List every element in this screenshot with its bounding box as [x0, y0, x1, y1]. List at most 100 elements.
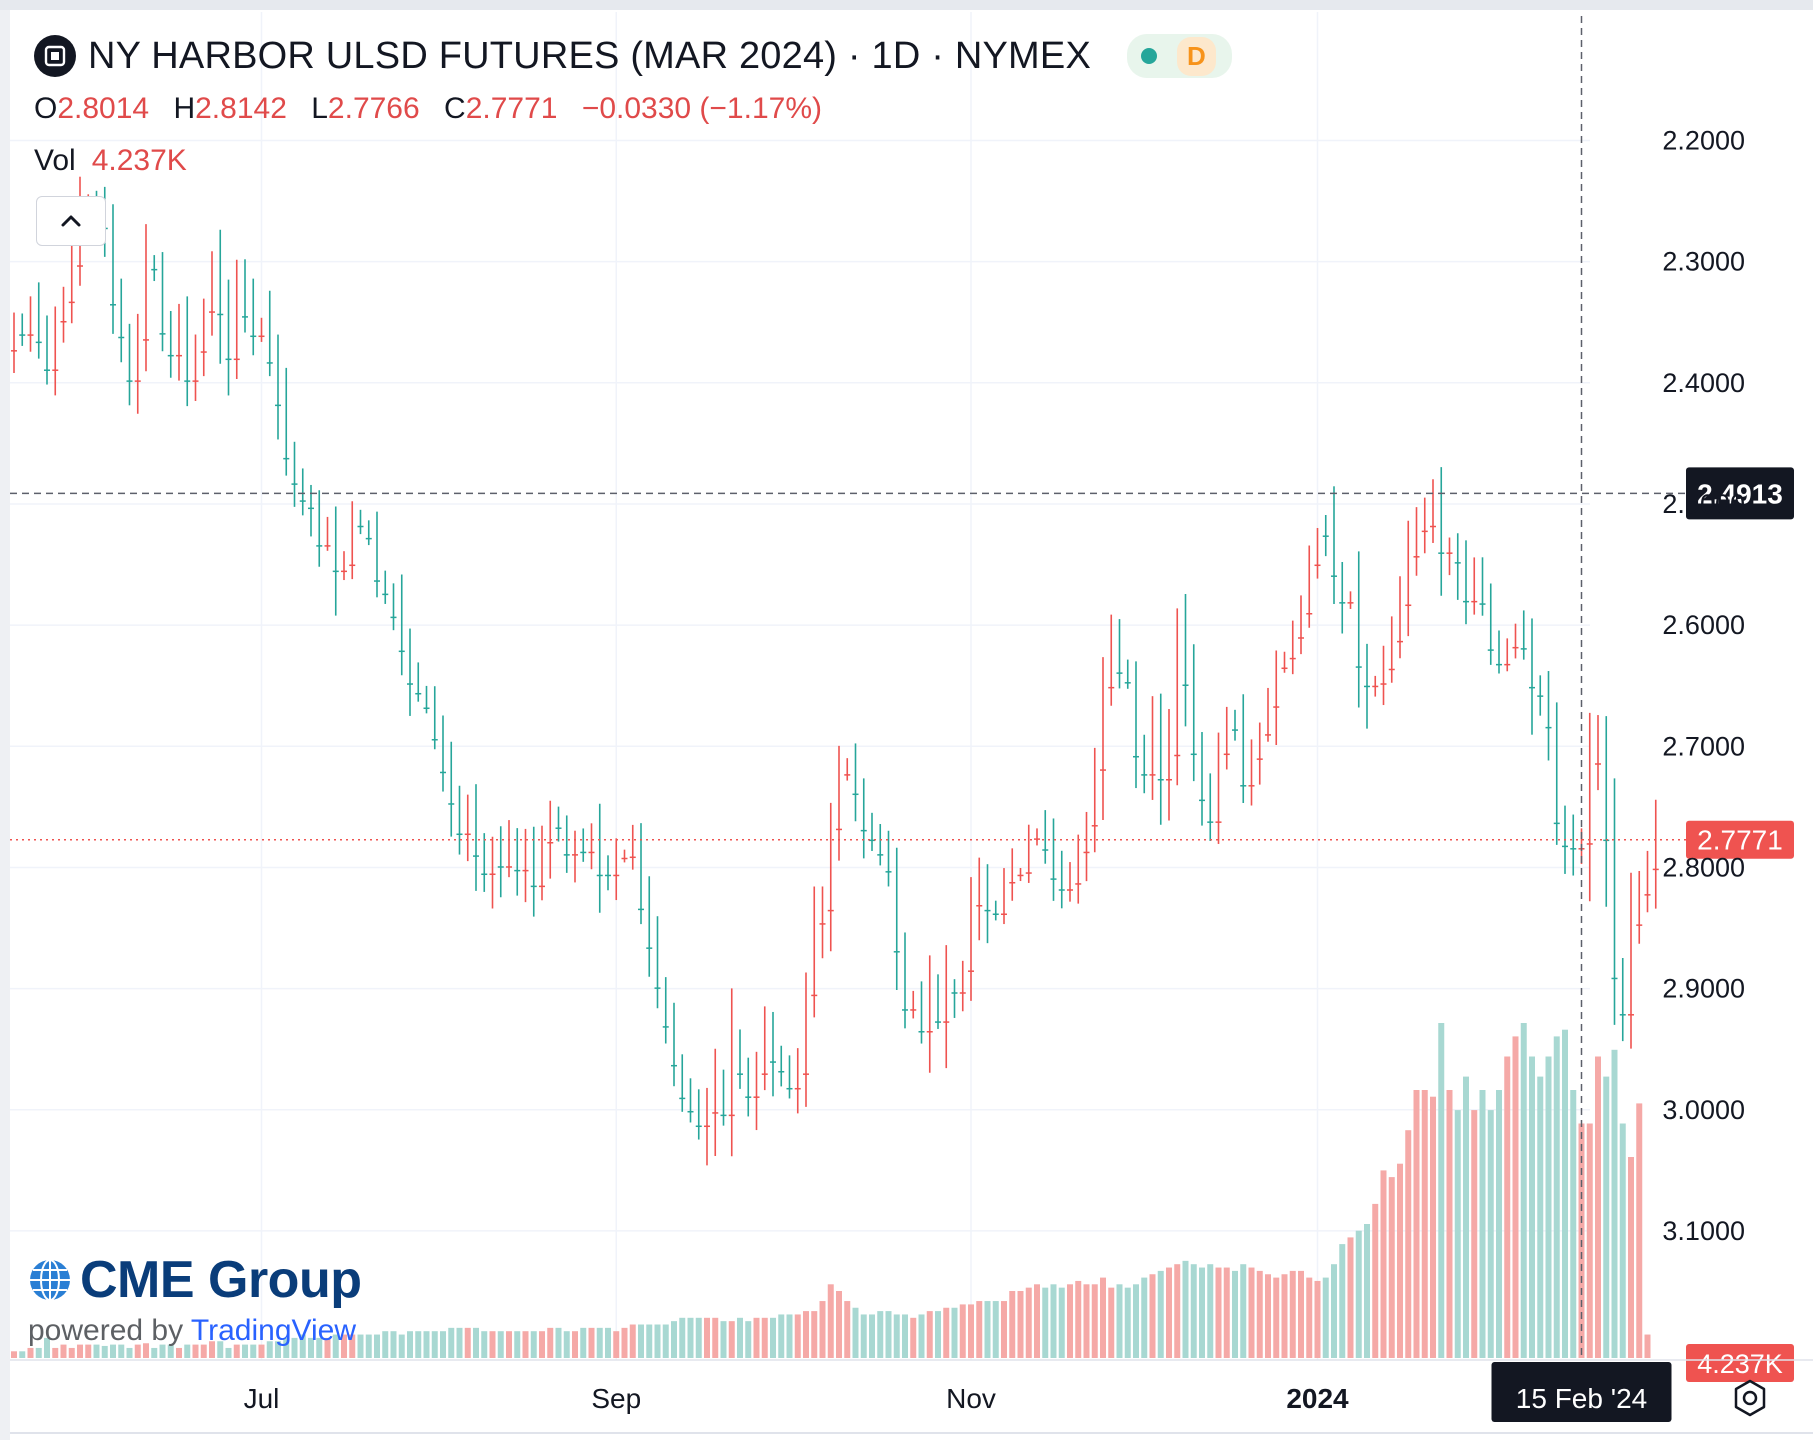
volume-bar [1512, 1036, 1519, 1358]
candle-body [143, 339, 149, 341]
volume-bar [184, 1344, 191, 1358]
candle-body [1487, 649, 1494, 651]
volume-bar [1207, 1264, 1214, 1358]
volume-bar [1133, 1284, 1139, 1358]
candle-body [1248, 785, 1255, 787]
y-tick-label: 3.1000 [1662, 1216, 1745, 1246]
volume-bar [1487, 1110, 1494, 1358]
candle-body [1388, 668, 1395, 671]
volume-bar [506, 1331, 512, 1358]
volume-bar [1471, 1110, 1478, 1358]
volume-bar [580, 1327, 587, 1358]
volume-bar [481, 1331, 488, 1358]
volume-bar [1570, 1090, 1577, 1358]
candle-body [258, 335, 265, 338]
candle-body [266, 362, 273, 364]
volume-bar [1586, 1123, 1593, 1358]
candle-body [308, 507, 314, 510]
volume-bar [440, 1331, 446, 1358]
candle-body [547, 842, 554, 844]
market-status-pill[interactable]: D [1127, 34, 1232, 78]
volume-bar [1273, 1277, 1280, 1358]
volume-bar [349, 1334, 356, 1358]
candle-body [1331, 575, 1337, 577]
volume-bar [869, 1314, 875, 1358]
candle-body [1553, 822, 1560, 825]
volume-bar [134, 1344, 141, 1358]
volume-bar [844, 1301, 851, 1358]
volume-bar [1034, 1284, 1040, 1358]
candle-body [1421, 530, 1428, 533]
y-tick-label: 2.8000 [1662, 852, 1745, 882]
volume-bar [1248, 1267, 1255, 1358]
candle-body [1289, 657, 1296, 660]
volume-bar [1083, 1284, 1090, 1358]
volume-bar [761, 1317, 768, 1358]
candle-body [110, 304, 116, 306]
volume-bar [984, 1301, 991, 1358]
branding[interactable]: CME Group powered by TradingView [28, 1250, 362, 1348]
volume-bar [1537, 1076, 1544, 1358]
volume-bar [1364, 1224, 1370, 1358]
volume-bar [1595, 1056, 1601, 1358]
volume-bar [1636, 1103, 1643, 1358]
candle-body [1496, 663, 1502, 666]
volume-bar [794, 1314, 801, 1358]
candle-body [687, 1110, 694, 1113]
volume-bar [555, 1327, 562, 1358]
volume-bar [497, 1331, 504, 1358]
candle-body [1240, 785, 1247, 787]
volume-bar [819, 1301, 826, 1358]
volume-bar [159, 1344, 166, 1358]
volume-bar [1331, 1264, 1337, 1358]
chart-settings-icon[interactable] [1730, 1378, 1770, 1418]
volume-bar [926, 1311, 933, 1358]
candle-body [621, 857, 628, 860]
open-value: 2.8014 [57, 92, 150, 125]
volume-bar [596, 1327, 603, 1358]
candle-body [1372, 685, 1379, 688]
volume-bar [992, 1301, 999, 1358]
candle-body [1611, 977, 1618, 980]
volume-bar [382, 1331, 389, 1358]
volume-bar [316, 1337, 323, 1358]
symbol-title[interactable]: NY HARBOR ULSD FUTURES (MAR 2024) · 1D ·… [88, 34, 1092, 77]
volume-bar [1479, 1090, 1486, 1358]
candle-body [935, 1021, 941, 1023]
candle-body [728, 1114, 735, 1117]
volume-bar [1562, 1029, 1568, 1358]
last-price-badge [1686, 820, 1794, 859]
volume-label: Vol [34, 144, 76, 177]
volume-bar [522, 1331, 529, 1358]
candle-body [827, 909, 834, 912]
volume-bar [976, 1301, 983, 1358]
volume-bar [1611, 1049, 1618, 1358]
volume-bar [1603, 1076, 1610, 1358]
low-label: L [311, 92, 328, 125]
volume-bar [1240, 1264, 1247, 1358]
volume-bar [398, 1334, 405, 1358]
delayed-data-badge[interactable]: D [1177, 36, 1216, 76]
candle-body [390, 616, 397, 619]
candle-body [671, 1064, 677, 1067]
volume-bar [143, 1343, 149, 1358]
volume-bar [959, 1304, 966, 1358]
ohlc-legend: O2.8014 H2.8142 L2.7766 C2.7771 −0.0330 … [34, 92, 822, 126]
volume-bar [646, 1324, 653, 1358]
volume-bar [266, 1341, 273, 1358]
candle-body [176, 354, 182, 357]
candle-body [968, 970, 974, 972]
collapse-legend-button[interactable] [36, 196, 106, 246]
volume-bar [1281, 1274, 1288, 1358]
candle-body [407, 683, 413, 685]
volume-bar [753, 1317, 760, 1358]
candle-body [151, 268, 158, 271]
candle-body [761, 1073, 768, 1075]
open-label: O [34, 92, 58, 125]
candle-body [910, 1009, 917, 1011]
candle-body [275, 404, 281, 407]
volume-bar [1116, 1284, 1123, 1358]
volume-bar [1223, 1267, 1230, 1358]
volume-bar [836, 1291, 842, 1358]
